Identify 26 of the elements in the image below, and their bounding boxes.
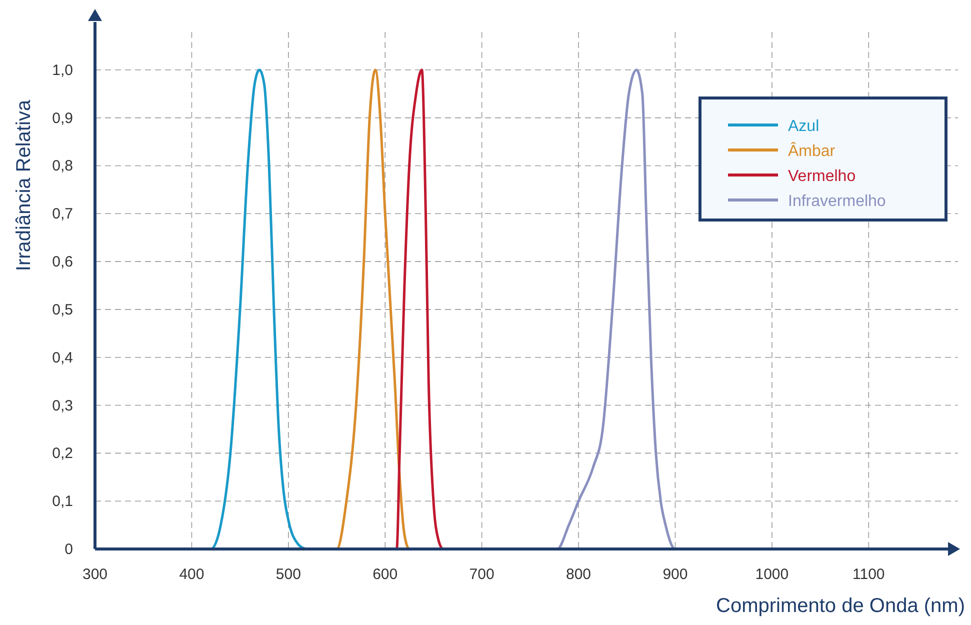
y-tick-label: 0,8 [52, 158, 73, 175]
y-axis-title: Irradiância Relativa [13, 99, 35, 272]
x-tick-label: 700 [469, 566, 494, 583]
x-tick-label: 1100 [852, 566, 885, 583]
x-tick-label: 800 [566, 566, 592, 583]
x-tick-label: 600 [372, 566, 398, 583]
y-tick-label: 1,0 [52, 62, 73, 79]
x-axis-title: Comprimento de Onda (nm) [716, 595, 965, 617]
x-tick-label: 500 [276, 566, 301, 583]
y-tick-label: 0,1 [52, 493, 73, 510]
legend-label: Infravermelho [788, 193, 886, 210]
legend-label: Vermelho [788, 168, 856, 185]
y-tick-label: 0,6 [52, 254, 73, 271]
y-tick-label: 0,9 [52, 110, 73, 127]
x-tick-label: 900 [662, 566, 688, 583]
legend-label: Azul [788, 118, 820, 135]
y-tick-label: 0,7 [52, 206, 73, 223]
y-tick-label: 0 [64, 541, 73, 558]
y-tick-label: 0,4 [52, 349, 73, 366]
x-tick-label: 300 [82, 566, 108, 583]
y-tick-label: 0,3 [52, 397, 73, 414]
y-tick-label: 0,5 [52, 301, 73, 318]
legend-label: Âmbar [788, 142, 836, 160]
x-tick-label: 1000 [755, 566, 789, 583]
x-tick-label: 400 [179, 566, 204, 583]
y-tick-label: 0,2 [52, 445, 73, 462]
